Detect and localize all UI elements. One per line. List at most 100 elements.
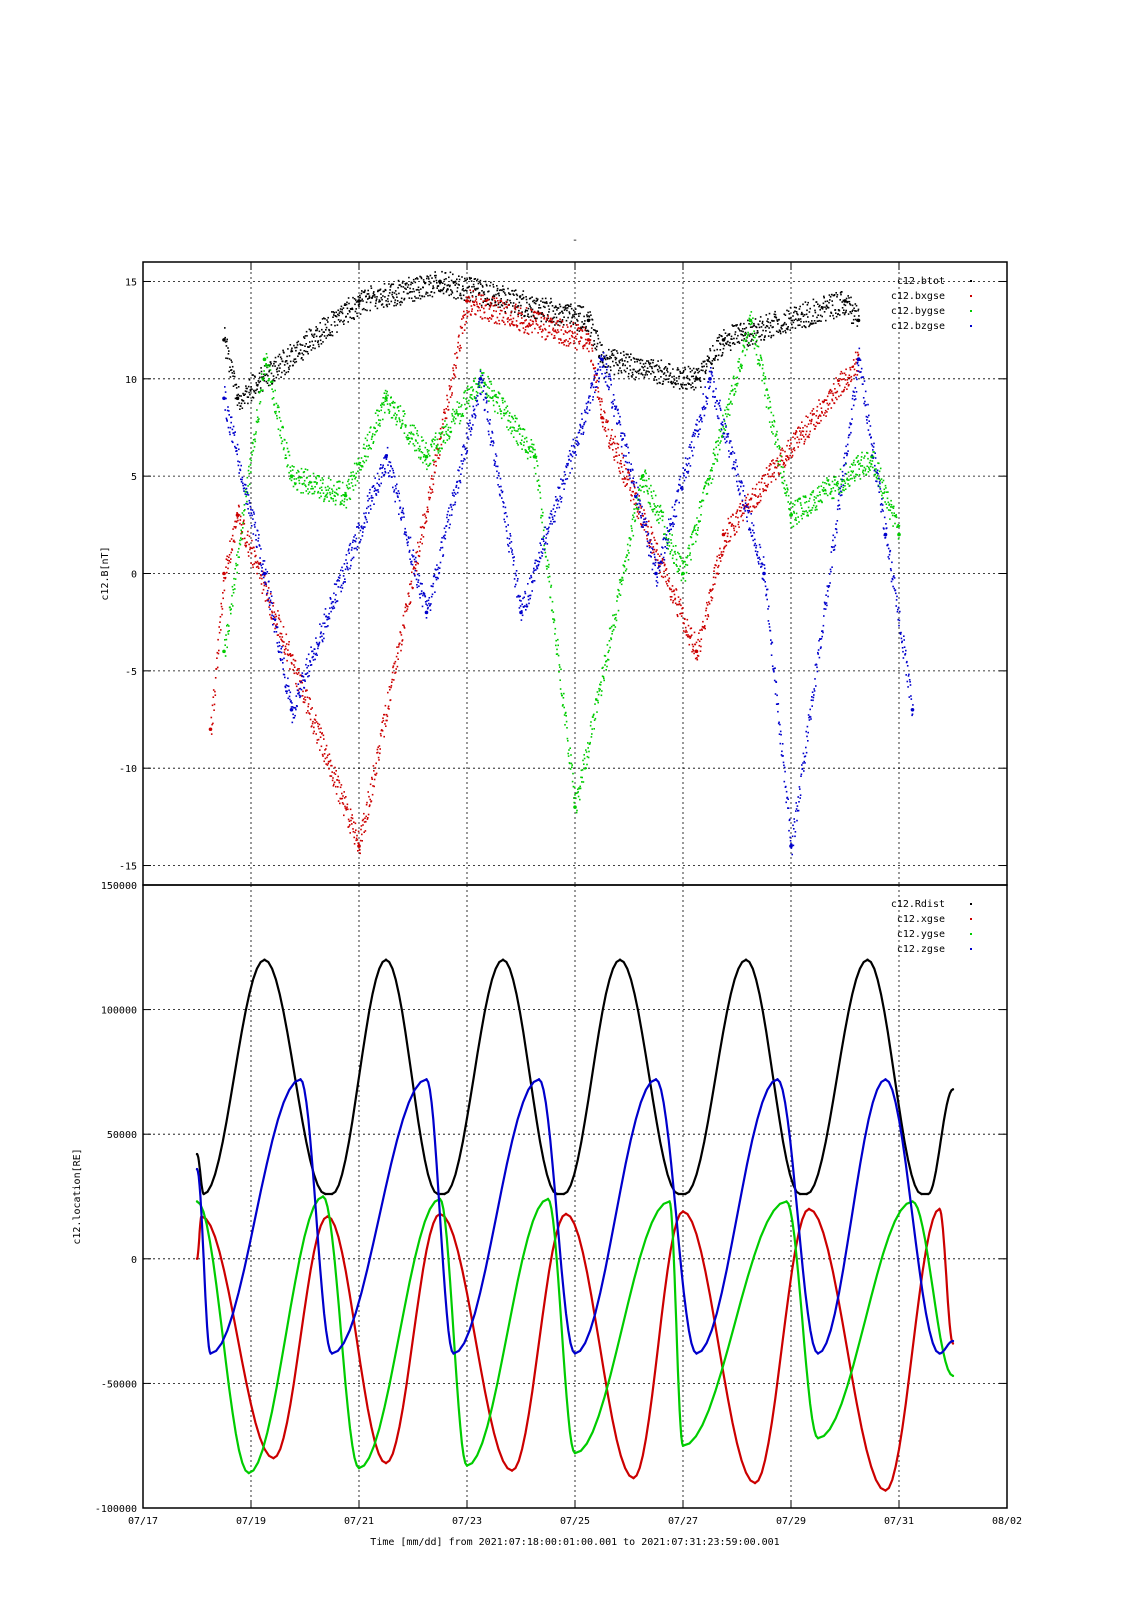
data-dot (848, 377, 851, 379)
data-dot (565, 319, 568, 322)
data-dot (434, 271, 436, 273)
data-dot (614, 617, 617, 619)
data-dot (263, 584, 266, 587)
data-dot (393, 662, 396, 665)
data-dot (716, 460, 719, 462)
data-dot (231, 548, 233, 550)
data-dot (775, 478, 777, 481)
data-dot (788, 448, 791, 450)
data-dot (868, 461, 871, 464)
data-dot (804, 495, 807, 497)
data-dot (714, 576, 717, 579)
data-dot (355, 301, 358, 303)
data-dot (551, 321, 554, 323)
data-dot (761, 334, 763, 336)
data-dot (709, 475, 711, 477)
data-dot (381, 298, 383, 301)
data-dot (226, 357, 229, 360)
data-dot (569, 762, 571, 765)
data-dot (298, 688, 301, 690)
data-dot (364, 447, 366, 450)
data-dot (553, 316, 555, 319)
data-dot (834, 309, 837, 311)
data-dot (765, 314, 768, 316)
data-dot (732, 325, 734, 327)
data-dot (702, 620, 704, 623)
data-dot (837, 482, 839, 485)
data-dot (402, 291, 405, 293)
data-dot (499, 301, 502, 304)
data-dot (566, 331, 569, 334)
data-dot (454, 280, 457, 283)
data-dot (725, 424, 727, 427)
data-dot (388, 292, 391, 294)
data-dot (316, 739, 319, 741)
data-dot (390, 417, 393, 419)
data-dot (691, 543, 693, 546)
data-dot (380, 293, 382, 295)
data-dot (413, 444, 416, 447)
data-point (424, 454, 429, 459)
data-dot (855, 473, 857, 476)
data-dot (590, 331, 593, 334)
data-dot (472, 388, 475, 391)
data-dot (547, 317, 549, 319)
data-dot (422, 461, 424, 464)
data-dot (476, 279, 478, 282)
data-dot (337, 313, 339, 316)
data-dot (799, 434, 802, 436)
data-dot (871, 460, 874, 462)
data-dot (548, 308, 551, 311)
data-dot (599, 400, 601, 403)
data-dot (262, 376, 265, 378)
data-dot (792, 436, 794, 438)
data-dot (620, 371, 623, 374)
data-dot (698, 640, 701, 643)
data-dot (692, 375, 695, 378)
data-dot (656, 368, 659, 371)
data-dot (257, 419, 259, 421)
data-dot (228, 431, 231, 433)
data-dot (287, 643, 290, 646)
data-dot (850, 296, 852, 299)
data-dot (676, 367, 679, 369)
data-dot (591, 350, 594, 352)
data-dot (226, 559, 229, 561)
data-dot (310, 329, 312, 331)
data-dot (722, 431, 725, 434)
data-dot (384, 289, 387, 292)
data-dot (460, 347, 462, 349)
data-dot (381, 721, 383, 723)
data-dot (755, 353, 758, 356)
data-dot (333, 484, 335, 487)
data-dot (372, 765, 375, 767)
data-dot (854, 310, 856, 312)
data-dot (212, 722, 214, 725)
data-dot (568, 312, 571, 315)
data-dot (766, 320, 768, 322)
data-dot (839, 314, 841, 316)
data-dot (781, 447, 783, 450)
data-dot (392, 406, 395, 408)
data-dot (230, 551, 232, 554)
data-dot (371, 435, 374, 437)
data-dot (717, 440, 719, 442)
data-dot (304, 699, 307, 701)
data-dot (750, 333, 753, 336)
data-dot (321, 477, 324, 479)
data-dot (572, 332, 574, 335)
data-dot (305, 490, 308, 492)
data-dot (614, 349, 616, 351)
data-dot (351, 308, 354, 311)
data-dot (662, 576, 665, 579)
data-dot (608, 649, 610, 652)
data-dot (383, 290, 385, 293)
data-dot (785, 455, 787, 457)
data-dot (574, 347, 577, 349)
data-dot (321, 482, 324, 485)
data-dot (361, 298, 363, 301)
data-dot (319, 479, 322, 482)
data-dot (536, 299, 539, 302)
data-dot (569, 329, 571, 332)
data-dot (606, 435, 608, 437)
